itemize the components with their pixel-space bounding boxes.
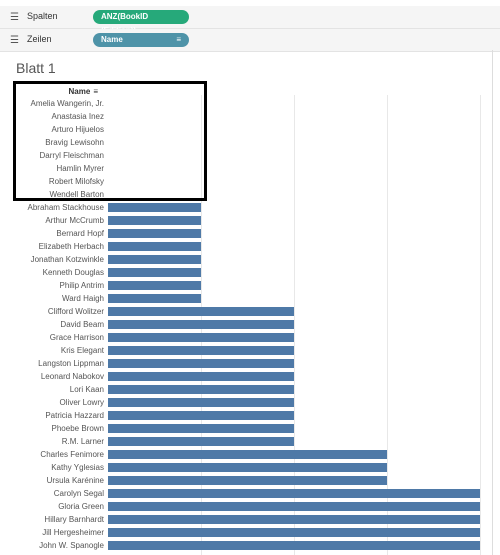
bar[interactable] [108, 502, 480, 511]
row-label[interactable]: Darryl Fleischman [39, 151, 104, 160]
row-label[interactable]: Abraham Stackhouse [27, 203, 105, 212]
row-label[interactable]: Bravig Lewisohn [45, 138, 104, 147]
grid-line [387, 95, 388, 555]
row-label[interactable]: Bernard Hopf [56, 229, 104, 238]
bar[interactable] [108, 489, 480, 498]
name-column-header-label: Name [68, 87, 91, 96]
bar[interactable] [108, 229, 201, 238]
row-label[interactable]: Wendell Barton [49, 190, 104, 199]
bar[interactable] [108, 281, 201, 290]
bar[interactable] [108, 242, 201, 251]
bar[interactable] [108, 437, 294, 446]
row-label[interactable]: Jonathan Kotzwinkle [30, 255, 104, 264]
bar[interactable] [108, 268, 201, 277]
row-label[interactable]: Gloria Green [58, 502, 104, 511]
sort-ascending-icon: ≡ [93, 87, 98, 96]
row-label[interactable]: Carolyn Segal [53, 489, 104, 498]
bar[interactable] [108, 541, 480, 550]
sort-icon: ≡ [176, 35, 181, 44]
bar[interactable] [108, 398, 294, 407]
bar[interactable] [108, 372, 294, 381]
bar[interactable] [108, 359, 294, 368]
row-label[interactable]: Anastasia Inez [51, 112, 104, 121]
row-label[interactable]: Phoebe Brown [51, 424, 104, 433]
row-label[interactable]: Patricia Hazzard [45, 411, 104, 420]
row-label[interactable]: Grace Harrison [49, 333, 104, 342]
bar[interactable] [108, 294, 201, 303]
row-label[interactable]: Philip Antrim [59, 281, 104, 290]
row-label[interactable]: Ursula Karénine [46, 476, 104, 485]
columns-shelf[interactable]: ☰ Spalten ANZ(BookID (Edition)) [0, 6, 500, 35]
row-label[interactable]: Oliver Lowry [59, 398, 104, 407]
rows-shelf[interactable]: ☰ Zeilen Name ≡ [0, 29, 500, 52]
row-label[interactable]: Lori Kaan [69, 385, 104, 394]
row-label[interactable]: Elizabeth Herbach [38, 242, 104, 251]
sheet-title: Blatt 1 [16, 60, 56, 76]
row-label[interactable]: Hillary Barnhardt [44, 515, 104, 524]
bar[interactable] [108, 424, 294, 433]
row-label[interactable]: Robert Milofsky [48, 177, 104, 186]
bar[interactable] [108, 528, 480, 537]
bar[interactable] [108, 307, 294, 316]
bar[interactable] [108, 216, 201, 225]
columns-shelf-label: Spalten [27, 11, 58, 21]
row-label[interactable]: David Beam [60, 320, 104, 329]
bar[interactable] [108, 450, 387, 459]
bar[interactable] [108, 333, 294, 342]
row-label[interactable]: Hamlin Myrer [56, 164, 104, 173]
bar[interactable] [108, 463, 387, 472]
row-label[interactable]: Arturo Hijuelos [51, 125, 104, 134]
row-label[interactable]: Amelia Wangerin, Jr. [30, 99, 104, 108]
bar[interactable] [108, 255, 201, 264]
rows-shelf-label: Zeilen [27, 34, 52, 44]
bar[interactable] [108, 203, 201, 212]
row-label[interactable]: Charles Fenimore [40, 450, 104, 459]
rows-pill-label: Name [101, 35, 123, 44]
rows-pill[interactable]: Name ≡ [93, 33, 189, 47]
bar[interactable] [108, 385, 294, 394]
row-label[interactable]: Kris Elegant [60, 346, 104, 355]
row-label[interactable]: John W. Spanogle [39, 541, 104, 550]
bar[interactable] [108, 411, 294, 420]
highlight-box [13, 81, 207, 201]
name-column-header[interactable]: Name ≡ [0, 87, 98, 96]
row-label[interactable]: Ward Haigh [62, 294, 104, 303]
row-label[interactable]: Kenneth Douglas [42, 268, 104, 277]
row-label[interactable]: R.M. Larner [61, 437, 104, 446]
rows-icon: ☰ [10, 35, 19, 46]
row-label[interactable]: Clifford Wolitzer [47, 307, 104, 316]
columns-icon: ☰ [10, 12, 19, 23]
row-label[interactable]: Kathy Yglesias [51, 463, 104, 472]
row-label[interactable]: Leonard Nabokov [40, 372, 104, 381]
row-label[interactable]: Jill Hergesheimer [42, 528, 104, 537]
right-border [492, 50, 493, 555]
bar[interactable] [108, 320, 294, 329]
row-label[interactable]: Arthur McCrumb [45, 216, 104, 225]
row-label[interactable]: Langston Lippman [38, 359, 104, 368]
bar[interactable] [108, 346, 294, 355]
bar[interactable] [108, 476, 387, 485]
grid-line [480, 95, 481, 555]
bar[interactable] [108, 515, 480, 524]
grid-line [294, 95, 295, 555]
